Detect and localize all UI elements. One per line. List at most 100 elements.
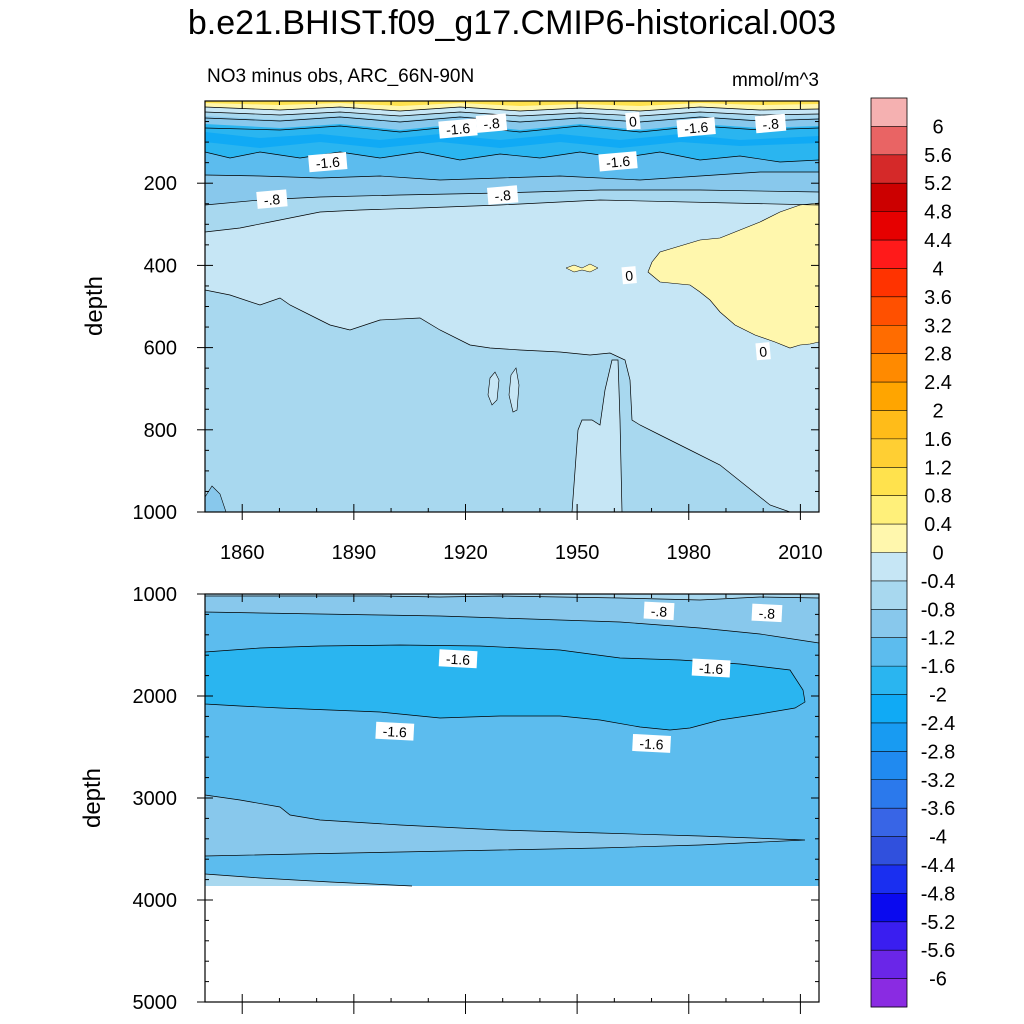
contour-label: -1.6 bbox=[438, 649, 478, 669]
contour-label: -1.6 bbox=[375, 721, 415, 741]
colorbar-label: -2.8 bbox=[921, 741, 955, 763]
colorbar-label: 6 bbox=[932, 116, 943, 138]
contour-label: 0 bbox=[755, 342, 771, 361]
units-label: mmol/m^3 bbox=[732, 70, 819, 91]
contour-label: -.8 bbox=[754, 113, 787, 134]
y-tick-label: 400 bbox=[144, 255, 177, 277]
x-tick-label: 1920 bbox=[443, 542, 488, 564]
contour-label-text: 0 bbox=[625, 267, 634, 284]
colorbar-label: 1.2 bbox=[924, 457, 952, 479]
colorbar-swatch bbox=[871, 864, 907, 894]
fill-band-minus2-to-minus2.4 bbox=[205, 132, 819, 148]
contour-label: -.8 bbox=[475, 113, 508, 133]
contour-label-text: -1.6 bbox=[315, 154, 341, 172]
colorbar-label: -1.6 bbox=[921, 656, 955, 678]
colorbar-swatch bbox=[871, 211, 907, 241]
contour-label-box bbox=[755, 342, 771, 361]
colorbar-swatch bbox=[871, 722, 907, 752]
colorbar-swatch bbox=[871, 921, 907, 951]
colorbar-label: 2.8 bbox=[924, 344, 952, 366]
contour-label: -1.6 bbox=[598, 151, 638, 172]
contour-label-text: -1.6 bbox=[605, 153, 631, 171]
contour-label: -.8 bbox=[751, 603, 783, 623]
y-tick-label: 4000 bbox=[133, 890, 178, 912]
y-tick-label: 1000 bbox=[133, 502, 178, 524]
colorbar-swatch bbox=[871, 552, 907, 582]
colorbar-swatch bbox=[871, 296, 907, 326]
contour-label-text: -.8 bbox=[263, 191, 281, 208]
lower-contour-lines bbox=[205, 595, 819, 887]
colorbar-swatch bbox=[871, 580, 907, 610]
contour-labels: -1.6 -.8 0 -1.6 -.8 -1.6 -1.6 -.8 -.8 0 0 -.8 -.8 -1.… bbox=[256, 111, 787, 753]
x-tick-label: 1980 bbox=[667, 542, 712, 564]
colorbar-label: 5.2 bbox=[924, 173, 952, 195]
contour-label-box bbox=[438, 118, 478, 139]
colorbar-label: 5.6 bbox=[924, 145, 952, 167]
fill-no-data-below-bottom bbox=[205, 886, 819, 1002]
contour-label-text: 0 bbox=[759, 343, 768, 360]
colorbar-label: -0.4 bbox=[921, 571, 955, 593]
contour-label: -1.6 bbox=[632, 733, 671, 753]
contour-label: -1.6 bbox=[438, 118, 478, 139]
contour-label-text: -.8 bbox=[762, 115, 780, 132]
y-tick-label: 200 bbox=[144, 173, 177, 195]
colorbar-swatch bbox=[871, 268, 907, 298]
colorbar-label: -5.6 bbox=[921, 940, 955, 962]
colorbar-swatch bbox=[871, 609, 907, 639]
colorbar-label: -2.4 bbox=[921, 713, 955, 735]
fill-positive-speck bbox=[565, 263, 599, 273]
contour-label-box bbox=[625, 111, 641, 131]
colorbar-label: 3.6 bbox=[924, 287, 952, 309]
colorbar-swatch bbox=[871, 126, 907, 156]
contour-label-text: -.8 bbox=[483, 115, 501, 132]
upper-contour-lines bbox=[205, 106, 819, 512]
colorbar-label: 2.4 bbox=[924, 372, 952, 394]
y-tick-label: 1000 bbox=[133, 584, 178, 606]
colorbar-swatch bbox=[871, 950, 907, 979]
colorbar-swatch bbox=[871, 382, 907, 411]
fill-band-minus0.4-to-minus0.8-deep bbox=[205, 290, 790, 512]
fill-band-minus0.4-to-minus0.8-top bbox=[205, 594, 819, 600]
contour-label-box bbox=[598, 151, 638, 172]
colorbar-swatch bbox=[871, 467, 907, 497]
contour-label-text: 0 bbox=[628, 113, 637, 130]
contour-label-text: -1.6 bbox=[683, 119, 709, 137]
y-tick-label: 800 bbox=[144, 420, 177, 442]
colorbar-label: -5.2 bbox=[921, 912, 955, 934]
contour-label-box bbox=[375, 721, 415, 741]
colorbar-swatch bbox=[871, 836, 907, 866]
colorbar-label: -1.2 bbox=[921, 628, 955, 650]
contour-label-box bbox=[621, 266, 637, 285]
colorbar-label: 2 bbox=[932, 400, 943, 422]
fill-band-positive-surface-strong bbox=[205, 101, 819, 106]
contour-label: -1.6 bbox=[308, 152, 348, 173]
y-tick-label: 3000 bbox=[133, 788, 178, 810]
contour-label-text: -1.6 bbox=[445, 120, 471, 138]
colorbar: 6 5.6 5.2 4.8 4.4 4 3.6 3.2 2.8 2.4 2 1.6 1.2 0.8 0.4 0… bbox=[870, 97, 955, 1008]
contour-label-box bbox=[676, 117, 716, 138]
colorbar-label: -4.8 bbox=[921, 883, 955, 905]
lower-panel-contour-fills bbox=[205, 594, 819, 1002]
contour-label-box bbox=[691, 658, 731, 678]
contour-label-text: -1.6 bbox=[699, 660, 724, 677]
colorbar-swatch bbox=[871, 410, 907, 440]
fill-band-minus1.6-to-minus2-core bbox=[205, 644, 806, 731]
colorbar-swatch bbox=[871, 353, 907, 383]
contour-label-box bbox=[643, 601, 675, 621]
contour-label: -1.6 bbox=[691, 658, 731, 678]
fill-band-deep-bottom bbox=[205, 874, 412, 886]
colorbar-swatch bbox=[871, 524, 907, 553]
colorbar-label: -6 bbox=[929, 969, 947, 991]
fill-island-b bbox=[508, 367, 520, 413]
colorbar-label: 4.4 bbox=[924, 230, 952, 252]
colorbar-swatch bbox=[871, 495, 907, 525]
colorbar-swatch bbox=[871, 154, 907, 184]
x-tick-label: 1890 bbox=[332, 542, 377, 564]
x-tick-label: 1950 bbox=[555, 542, 600, 564]
contour-label-text: -1.6 bbox=[446, 651, 471, 668]
colorbar-label: 0.8 bbox=[924, 486, 952, 508]
contour-label: -.8 bbox=[256, 189, 288, 209]
x-tick-label: 2010 bbox=[778, 542, 823, 564]
colorbar-swatch bbox=[871, 978, 907, 1008]
